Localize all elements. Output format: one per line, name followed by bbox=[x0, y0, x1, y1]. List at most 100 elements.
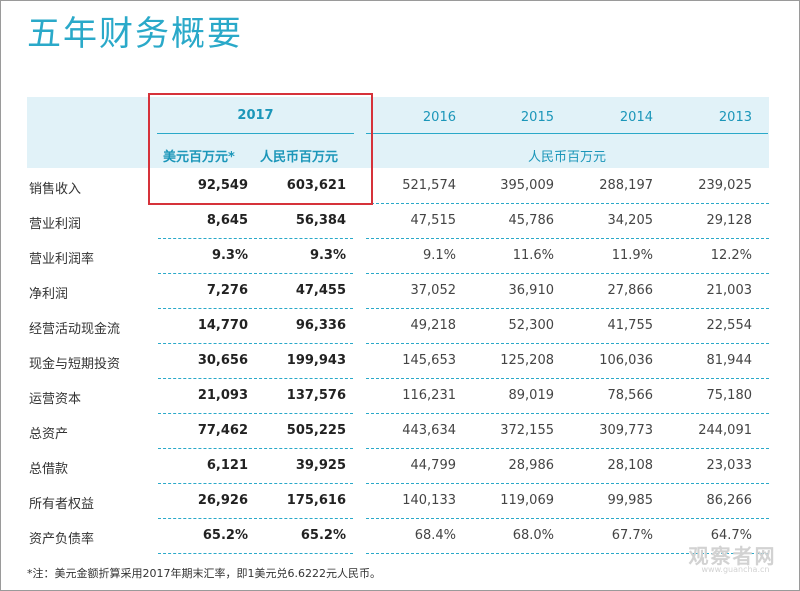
row-divider bbox=[158, 448, 353, 449]
row-label: 运营资本 bbox=[29, 392, 82, 407]
cell-rmb2017: 39,925 bbox=[295, 458, 346, 473]
table-row: 所有者权益 26,926 175,616 140,133 119,069 99,985 86… bbox=[27, 484, 769, 519]
cell-y2016: 68.4% bbox=[414, 528, 456, 543]
row-divider bbox=[366, 238, 769, 239]
cell-y2015: 372,155 bbox=[500, 423, 554, 438]
row-divider bbox=[158, 238, 353, 239]
cell-y2014: 288,197 bbox=[599, 178, 653, 193]
cell-y2016: 145,653 bbox=[402, 353, 456, 368]
cell-usd2017: 7,276 bbox=[206, 283, 248, 298]
cell-y2014: 27,866 bbox=[607, 283, 654, 298]
cell-y2013: 29,128 bbox=[706, 213, 753, 228]
row-divider bbox=[158, 343, 353, 344]
watermark-url: www.guancha.cn bbox=[701, 565, 770, 574]
cell-usd2017: 30,656 bbox=[197, 353, 248, 368]
row-label: 总资产 bbox=[29, 427, 69, 442]
cell-y2016: 9.1% bbox=[422, 248, 456, 263]
header-year-2016: 2016 bbox=[422, 110, 456, 125]
cell-y2013: 12.2% bbox=[710, 248, 752, 263]
table-header-band bbox=[27, 97, 769, 168]
table-row: 总借款 6,121 39,925 44,799 28,986 28,108 23,033 bbox=[27, 449, 769, 484]
header-year-2013: 2013 bbox=[718, 110, 752, 125]
cell-y2015: 119,069 bbox=[500, 493, 554, 508]
row-divider bbox=[158, 308, 353, 309]
unit-rmb-2017-label: 人民币百万元 bbox=[260, 150, 339, 165]
cell-y2016: 116,231 bbox=[402, 388, 456, 403]
row-divider bbox=[158, 483, 353, 484]
cell-y2016: 37,052 bbox=[410, 283, 457, 298]
cell-y2015: 11.6% bbox=[512, 248, 554, 263]
cell-y2014: 106,036 bbox=[599, 353, 653, 368]
cell-usd2017: 26,926 bbox=[197, 493, 248, 508]
cell-y2014: 28,108 bbox=[607, 458, 654, 473]
cell-rmb2017: 603,621 bbox=[286, 178, 346, 193]
row-label: 销售收入 bbox=[29, 182, 82, 197]
row-label: 营业利润 bbox=[29, 217, 82, 232]
cell-rmb2017: 9.3% bbox=[309, 248, 346, 263]
cell-y2015: 28,986 bbox=[508, 458, 555, 473]
table-row: 净利润 7,276 47,455 37,052 36,910 27,866 21,003 bbox=[27, 274, 769, 309]
row-divider bbox=[158, 518, 353, 519]
row-divider bbox=[366, 483, 769, 484]
cell-usd2017: 14,770 bbox=[197, 318, 248, 333]
row-divider bbox=[366, 378, 769, 379]
table-row: 总资产 77,462 505,225 443,634 372,155 309,773 244… bbox=[27, 414, 769, 449]
page-title: 五年财务概要 bbox=[27, 14, 243, 54]
cell-y2016: 44,799 bbox=[410, 458, 457, 473]
cell-y2013: 23,033 bbox=[706, 458, 753, 473]
table-row: 经营活动现金流 14,770 96,336 49,218 52,300 41,755 22,… bbox=[27, 309, 769, 344]
cell-usd2017: 21,093 bbox=[197, 388, 248, 403]
cell-y2015: 395,009 bbox=[500, 178, 554, 193]
header-year-2014: 2014 bbox=[619, 110, 653, 125]
header-rmb-underline bbox=[366, 133, 768, 134]
cell-y2015: 68.0% bbox=[512, 528, 554, 543]
header-year-2015: 2015 bbox=[520, 110, 554, 125]
watermark: 观察者网 bbox=[688, 544, 777, 568]
cell-rmb2017: 96,336 bbox=[295, 318, 346, 333]
cell-y2013: 22,554 bbox=[706, 318, 753, 333]
table-row: 营业利润率 9.3% 9.3% 9.1% 11.6% 11.9% 12.2% bbox=[27, 239, 769, 274]
row-divider bbox=[158, 378, 353, 379]
cell-y2014: 99,985 bbox=[607, 493, 654, 508]
cell-y2016: 47,515 bbox=[410, 213, 457, 228]
row-divider bbox=[366, 203, 769, 204]
footnote: *注：美元金额折算采用2017年期末汇率，即1美元兑6.6222元人民币。 bbox=[27, 567, 381, 580]
cell-y2014: 309,773 bbox=[599, 423, 653, 438]
cell-rmb2017: 56,384 bbox=[295, 213, 346, 228]
cell-rmb2017: 175,616 bbox=[286, 493, 346, 508]
unit-rmb-label: 人民币百万元 bbox=[527, 150, 606, 165]
row-label: 净利润 bbox=[29, 287, 69, 302]
cell-rmb2017: 505,225 bbox=[286, 423, 346, 438]
table-row: 资产负债率 65.2% 65.2% 68.4% 68.0% 67.7% 64.7% bbox=[27, 519, 769, 554]
cell-y2013: 75,180 bbox=[706, 388, 753, 403]
cell-y2015: 89,019 bbox=[508, 388, 555, 403]
row-label: 经营活动现金流 bbox=[29, 322, 121, 337]
cell-y2014: 34,205 bbox=[607, 213, 654, 228]
table-row: 现金与短期投资 30,656 199,943 145,653 125,208 106,03… bbox=[27, 344, 769, 379]
row-divider bbox=[158, 553, 353, 554]
cell-y2013: 64.7% bbox=[710, 528, 752, 543]
row-divider bbox=[158, 413, 353, 414]
row-divider bbox=[366, 448, 769, 449]
row-label: 现金与短期投资 bbox=[29, 357, 121, 372]
cell-y2014: 78,566 bbox=[607, 388, 654, 403]
header-2017-underline bbox=[157, 133, 354, 134]
cell-y2016: 49,218 bbox=[410, 318, 457, 333]
cell-usd2017: 6,121 bbox=[206, 458, 248, 473]
table-row: 运营资本 21,093 137,576 116,231 89,019 78,566 75,1… bbox=[27, 379, 769, 414]
cell-rmb2017: 65.2% bbox=[300, 528, 346, 543]
cell-y2014: 67.7% bbox=[611, 528, 653, 543]
cell-y2013: 21,003 bbox=[706, 283, 753, 298]
cell-y2015: 52,300 bbox=[508, 318, 555, 333]
row-divider bbox=[366, 413, 769, 414]
row-label: 所有者权益 bbox=[29, 497, 95, 512]
row-label: 营业利润率 bbox=[29, 252, 95, 267]
cell-rmb2017: 199,943 bbox=[286, 353, 346, 368]
cell-y2016: 140,133 bbox=[402, 493, 456, 508]
row-divider bbox=[158, 273, 353, 274]
row-label: 总借款 bbox=[29, 462, 69, 477]
cell-y2014: 41,755 bbox=[607, 318, 654, 333]
cell-y2013: 239,025 bbox=[698, 178, 752, 193]
row-divider bbox=[366, 343, 769, 344]
row-divider bbox=[366, 553, 769, 554]
